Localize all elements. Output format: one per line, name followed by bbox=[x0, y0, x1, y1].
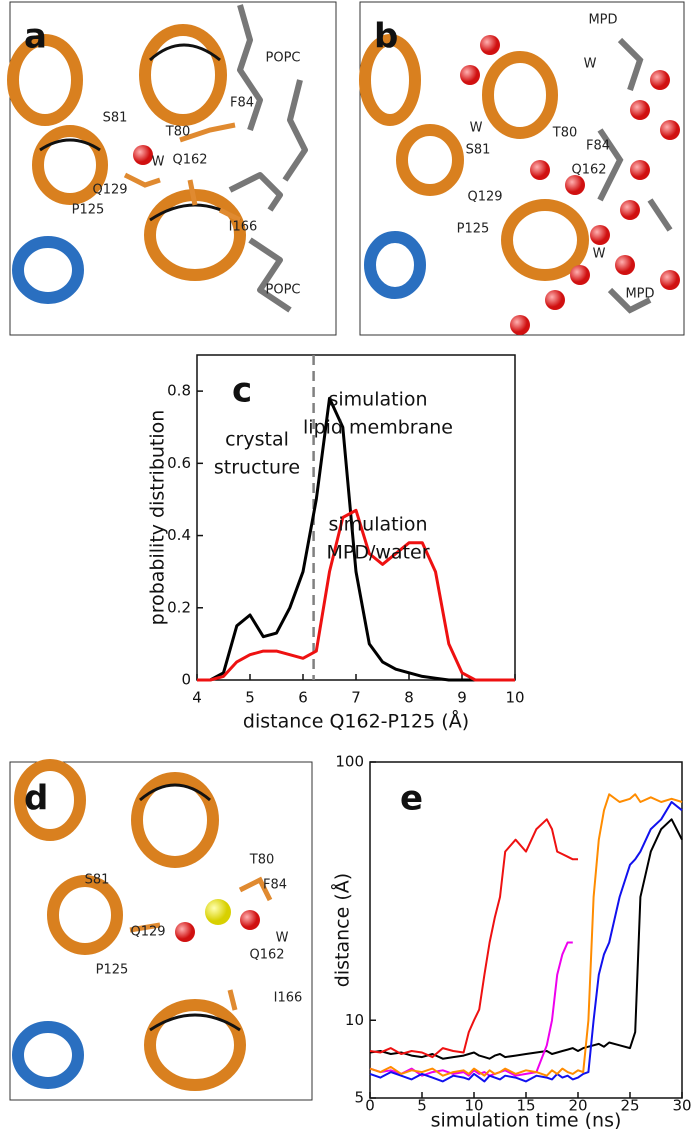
residue-label: POPC bbox=[266, 283, 301, 298]
residue-label: Q129 bbox=[467, 190, 502, 205]
y-tick-label: 5 bbox=[354, 1089, 364, 1107]
residue-label: W bbox=[593, 247, 606, 262]
series-label: simulation bbox=[328, 389, 427, 411]
residue-label: Q129 bbox=[92, 183, 127, 198]
figure: aPOPCS81F84T80WQ162Q129P125I166POPCbMPDW… bbox=[0, 0, 692, 1129]
data-line bbox=[370, 819, 682, 1058]
residue-label: T80 bbox=[552, 126, 577, 141]
x-tick-label: 7 bbox=[351, 689, 361, 707]
x-tick-label: 6 bbox=[298, 689, 308, 707]
x-tick-label: 0 bbox=[365, 1097, 375, 1115]
x-tick-label: 8 bbox=[404, 689, 414, 707]
residue-label: P125 bbox=[72, 203, 105, 218]
residue-label: Q162 bbox=[172, 153, 207, 168]
x-tick-label: 30 bbox=[672, 1097, 691, 1115]
panel-letter: c bbox=[232, 371, 252, 411]
data-line bbox=[197, 510, 515, 680]
residue-label: S81 bbox=[85, 873, 110, 888]
y-tick-label: 10 bbox=[345, 1011, 364, 1029]
residue-label: P125 bbox=[96, 963, 129, 978]
series-label: MPD/water bbox=[326, 542, 429, 564]
residue-label: Q162 bbox=[249, 948, 284, 963]
x-tick-label: 5 bbox=[245, 689, 255, 707]
series-label: simulation bbox=[328, 514, 427, 536]
annotation: structure bbox=[214, 457, 300, 479]
data-line bbox=[370, 819, 578, 1057]
y-axis-label: probability distribution bbox=[147, 410, 169, 626]
residue-label: T80 bbox=[249, 853, 274, 868]
annotation: crystal bbox=[225, 429, 289, 451]
panel-letter: e bbox=[400, 779, 423, 819]
x-tick-label: 5 bbox=[417, 1097, 427, 1115]
residue-label: MPD bbox=[588, 13, 617, 28]
residue-label: W bbox=[152, 155, 165, 170]
panel-letter: b bbox=[374, 17, 398, 57]
y-tick-label: 0.2 bbox=[167, 598, 191, 616]
residue-label: F84 bbox=[263, 878, 287, 893]
x-axis-label: simulation time (ns) bbox=[431, 1110, 622, 1130]
y-tick-label: 0 bbox=[181, 671, 191, 689]
residue-label: W bbox=[584, 57, 597, 72]
residue-label: W bbox=[470, 121, 483, 136]
panel-letter: d bbox=[24, 779, 48, 819]
y-tick-label: 0.8 bbox=[167, 382, 191, 400]
residue-label: F84 bbox=[586, 139, 610, 154]
x-tick-label: 25 bbox=[620, 1097, 639, 1115]
residue-label: Q129 bbox=[130, 925, 165, 940]
panel-letter: a bbox=[24, 17, 47, 57]
residue-label: S81 bbox=[466, 143, 491, 158]
x-axis-label: distance Q162-P125 (Å) bbox=[243, 710, 469, 733]
residue-label: W bbox=[276, 931, 289, 946]
y-axis-label: distance (Å) bbox=[331, 873, 354, 987]
y-tick-label: 0.6 bbox=[167, 454, 191, 472]
x-tick-label: 10 bbox=[505, 689, 524, 707]
residue-label: MPD bbox=[625, 287, 654, 302]
y-tick-label: 100 bbox=[335, 753, 364, 771]
y-tick-label: 0.4 bbox=[167, 526, 191, 544]
residue-label: I166 bbox=[229, 220, 258, 235]
residue-label: I166 bbox=[274, 991, 303, 1006]
residue-label: S81 bbox=[103, 111, 128, 126]
data-line bbox=[370, 943, 573, 1076]
x-tick-label: 4 bbox=[192, 689, 202, 707]
series-label: lipid membrane bbox=[303, 417, 453, 439]
page: {"panels":[ {"letter":"a","labels":["POP… bbox=[0, 0, 692, 1133]
panel-b-art bbox=[360, 2, 684, 335]
residue-label: T80 bbox=[165, 125, 190, 140]
residue-label: POPC bbox=[266, 51, 301, 66]
data-line bbox=[370, 802, 682, 1081]
residue-label: P125 bbox=[457, 222, 490, 237]
residue-label: Q162 bbox=[571, 163, 606, 178]
residue-label: F84 bbox=[230, 96, 254, 111]
x-tick-label: 9 bbox=[457, 689, 467, 707]
